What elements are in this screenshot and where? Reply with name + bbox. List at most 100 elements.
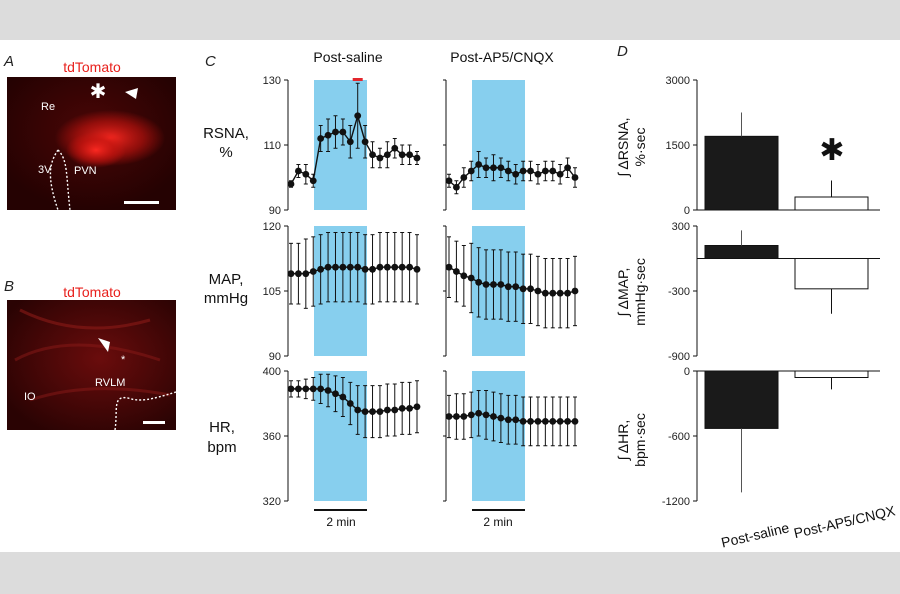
stim-band-map-ap5 <box>472 226 525 356</box>
data-point-hr-ap5-12 <box>534 417 542 425</box>
data-point-hr-ap5-9 <box>512 416 520 424</box>
ytick-label-map-saline-1: 105 <box>263 286 281 298</box>
data-point-rsna-saline-1 <box>295 167 302 175</box>
data-point-map-ap5-8 <box>504 283 512 291</box>
data-point-hr-saline-17 <box>413 403 421 411</box>
data-point-map-ap5-9 <box>512 283 520 291</box>
ytick-label-rsna-saline-0: 90 <box>269 205 281 217</box>
ytick-label-d-rsna-1: 1500 <box>666 140 690 152</box>
data-point-rsna-saline-16 <box>406 151 413 159</box>
data-point-hr-saline-1 <box>295 385 302 393</box>
data-point-hr-saline-10 <box>361 408 369 416</box>
col-title-saline: Post-saline <box>313 49 382 65</box>
data-point-rsna-saline-15 <box>398 151 406 159</box>
data-point-map-saline-1 <box>295 270 302 278</box>
data-point-map-ap5-17 <box>571 287 579 295</box>
data-point-rsna-ap5-17 <box>571 174 579 181</box>
data-point-rsna-ap5-9 <box>512 170 520 178</box>
category-label-ap5: Post-AP5/CNQX <box>792 502 897 541</box>
label-pvn: PVN <box>74 165 97 177</box>
data-point-hr-ap5-17 <box>571 417 579 425</box>
data-point-map-ap5-6 <box>490 281 497 288</box>
data-point-hr-ap5-6 <box>490 413 497 420</box>
data-point-map-saline-17 <box>413 265 421 273</box>
peak-marker <box>352 78 363 81</box>
ylabel-rsna-2: % <box>219 144 232 161</box>
data-point-map-saline-8 <box>346 263 354 271</box>
data-point-hr-ap5-16 <box>564 417 571 425</box>
data-point-map-ap5-5 <box>482 281 490 288</box>
category-label-saline: Post-saline <box>720 519 791 550</box>
data-point-hr-saline-13 <box>383 406 391 414</box>
data-point-map-saline-2 <box>302 270 310 278</box>
ytick-label-d-rsna-2: 3000 <box>666 75 690 87</box>
data-point-rsna-saline-13 <box>383 151 391 159</box>
scale-label-saline: 2 min <box>326 515 355 529</box>
data-point-map-ap5-1 <box>453 268 460 275</box>
data-point-rsna-saline-17 <box>413 154 421 162</box>
ylabel-map-2: mmHg <box>204 290 248 307</box>
data-point-rsna-saline-6 <box>332 128 339 136</box>
ytick-label-hr-saline-2: 400 <box>263 366 281 378</box>
data-point-map-saline-12 <box>376 263 384 271</box>
data-point-map-saline-6 <box>332 263 339 271</box>
data-point-rsna-ap5-11 <box>527 167 534 175</box>
ylabel-d-map-1: ∫ ΔMAP, <box>615 268 631 318</box>
data-point-hr-saline-14 <box>391 406 399 414</box>
ytick-label-d-map-1: -300 <box>668 286 690 298</box>
panel-a-title: tdTomato <box>63 59 121 75</box>
data-point-rsna-ap5-10 <box>519 167 527 175</box>
asterisk-a: ✱ <box>90 81 107 103</box>
data-point-hr-ap5-2 <box>460 413 468 420</box>
ytick-label-d-hr-0: -1200 <box>662 496 690 508</box>
ytick-label-d-hr-1: -600 <box>668 431 690 443</box>
ylabel-d-rsna-1: ∫ ΔRSNA, <box>615 117 631 177</box>
ylabel-hr-1: HR, <box>209 419 235 436</box>
data-point-hr-ap5-14 <box>549 417 557 425</box>
bar-rsna-ap5 <box>794 196 869 211</box>
ylabel-d-hr-1: ∫ ΔHR, <box>615 420 631 461</box>
micrograph-a <box>7 77 176 211</box>
data-point-rsna-saline-5 <box>324 131 332 139</box>
data-point-rsna-ap5-2 <box>460 174 468 181</box>
data-point-hr-saline-11 <box>369 408 376 416</box>
ytick-label-rsna-saline-1: 110 <box>263 140 281 152</box>
data-point-hr-saline-3 <box>309 385 317 393</box>
data-point-rsna-ap5-4 <box>475 161 483 168</box>
data-point-hr-ap5-11 <box>527 417 534 425</box>
data-point-rsna-ap5-6 <box>490 164 497 172</box>
ytick-label-d-hr-2: 0 <box>684 366 690 378</box>
data-point-hr-saline-5 <box>324 387 332 394</box>
data-point-rsna-saline-8 <box>346 138 354 146</box>
panel-letter-d: D <box>617 43 628 60</box>
label-re: Re <box>41 101 55 113</box>
bar-hr-saline <box>704 370 779 429</box>
stim-band-map-saline <box>314 226 367 356</box>
data-point-hr-ap5-8 <box>504 416 512 424</box>
asterisk-b: * <box>121 354 126 366</box>
data-point-map-saline-9 <box>354 263 362 271</box>
data-point-hr-saline-6 <box>332 390 339 398</box>
data-point-hr-ap5-3 <box>467 411 475 419</box>
data-point-map-ap5-0 <box>445 263 453 271</box>
data-point-hr-saline-0 <box>287 385 295 393</box>
micrograph-b <box>7 300 177 431</box>
ylabel-rsna-1: RSNA, <box>203 125 249 142</box>
data-point-hr-ap5-10 <box>519 417 527 425</box>
data-point-rsna-ap5-7 <box>497 164 505 172</box>
panel-letter-c: C <box>205 53 216 70</box>
data-point-hr-ap5-1 <box>453 413 460 420</box>
data-point-hr-saline-7 <box>339 393 347 401</box>
data-point-hr-saline-15 <box>398 404 406 412</box>
data-point-rsna-ap5-1 <box>453 183 460 191</box>
data-point-map-ap5-11 <box>527 285 534 293</box>
data-point-rsna-saline-3 <box>309 177 317 185</box>
ytick-label-map-saline-2: 120 <box>263 221 281 233</box>
bar-map-ap5 <box>794 258 869 290</box>
bar-hr-ap5 <box>794 370 869 378</box>
bar-rsna-saline <box>704 135 779 211</box>
data-point-map-ap5-2 <box>460 272 468 280</box>
data-point-rsna-ap5-16 <box>564 164 571 172</box>
